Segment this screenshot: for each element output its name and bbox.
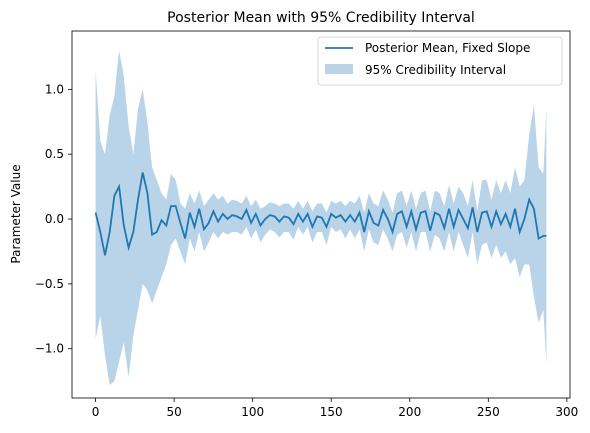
x-tick-label: 100 <box>241 405 264 419</box>
legend-band-swatch <box>325 64 353 74</box>
x-tick-label: 0 <box>92 405 100 419</box>
posterior-mean-line <box>94 172 547 256</box>
y-tick-label: 0.5 <box>45 147 64 161</box>
y-axis-label: Parameter Value <box>9 164 23 263</box>
plot-area <box>94 50 547 385</box>
x-tick-label: 200 <box>398 405 421 419</box>
x-tick-label: 250 <box>477 405 500 419</box>
plot-frame <box>71 30 571 399</box>
legend-entry-interval: 95% Credibility Interval <box>365 63 506 77</box>
x-tick-label: 300 <box>555 405 578 419</box>
legend-entry-mean: Posterior Mean, Fixed Slope <box>365 41 530 55</box>
x-tick-label: 50 <box>166 405 181 419</box>
chart-title: Posterior Mean with 95% Credibility Inte… <box>167 10 475 26</box>
y-tick-label: 0.0 <box>45 212 64 226</box>
x-tick-label: 150 <box>320 405 343 419</box>
y-tick-label: −0.5 <box>35 277 64 291</box>
y-tick-label: −1.0 <box>35 342 64 356</box>
x-axis: 0 50 100 150 200 250 300 <box>92 398 578 419</box>
legend-box <box>317 36 563 86</box>
y-tick-label: 1.0 <box>45 82 64 96</box>
legend: Posterior Mean, Fixed Slope 95% Credibil… <box>317 36 563 86</box>
y-axis: −1.0 −0.5 0.0 0.5 1.0 <box>35 82 72 356</box>
